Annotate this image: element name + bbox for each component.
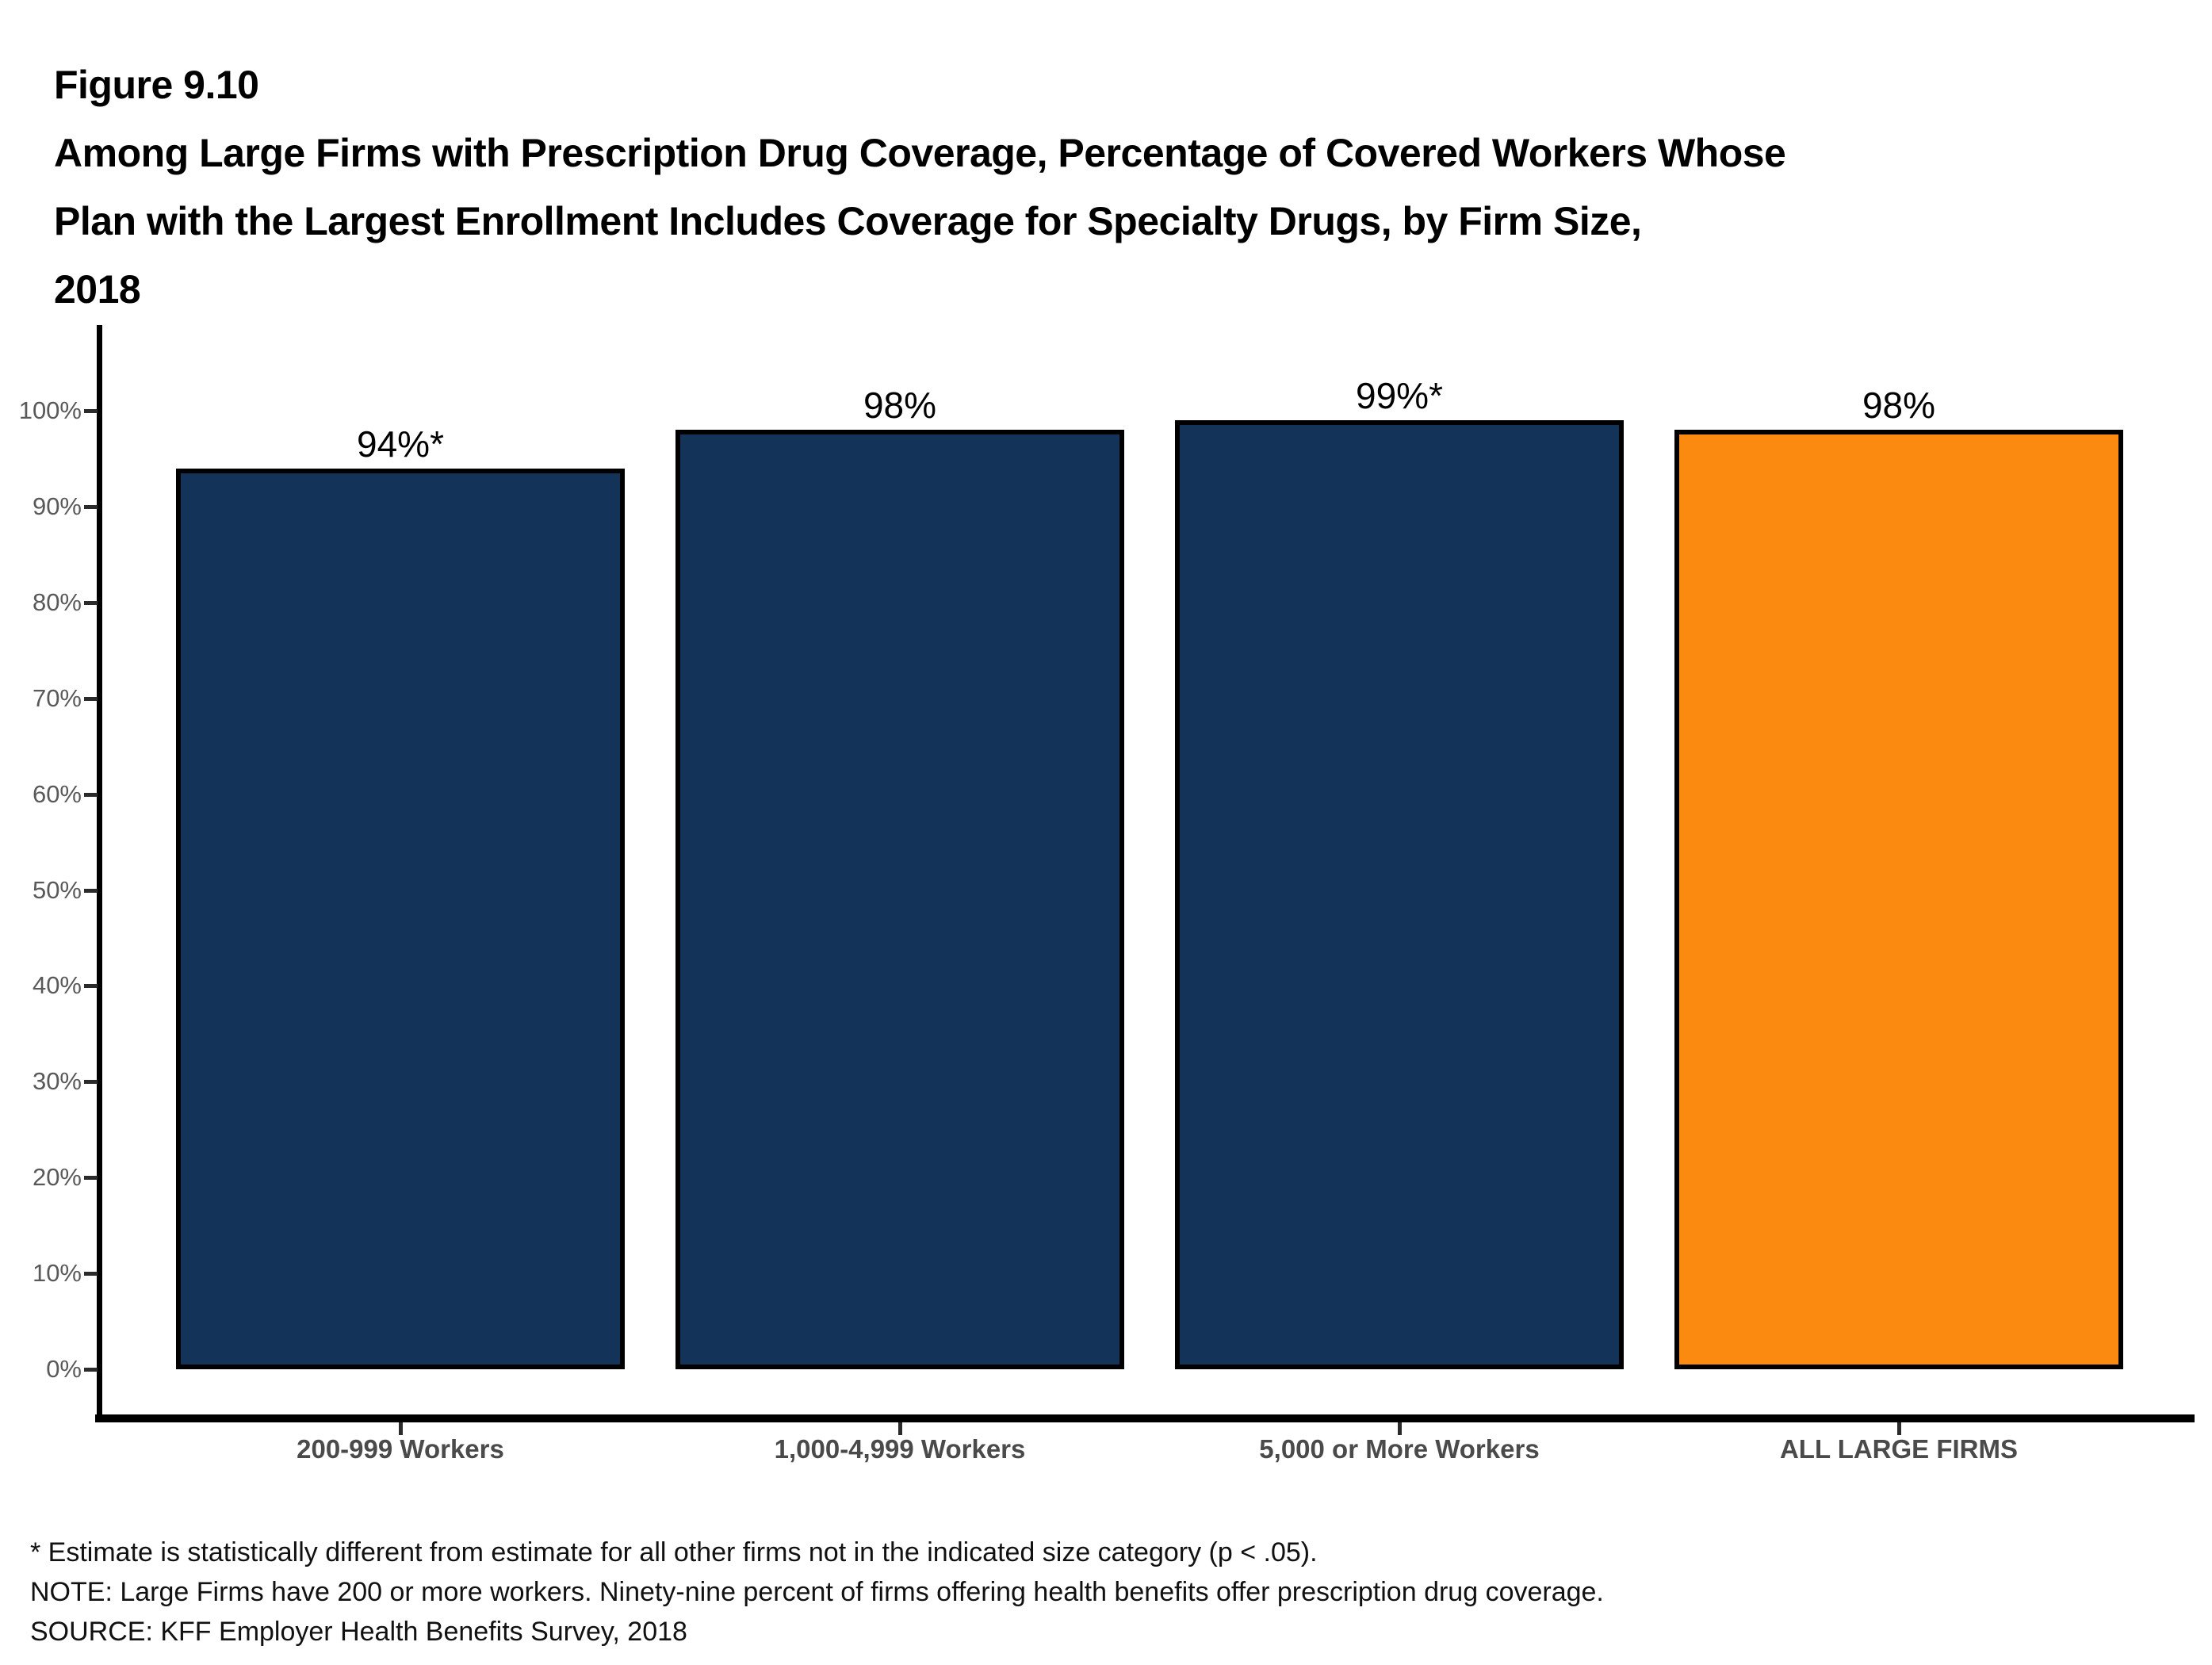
y-tick-label: 60%: [32, 780, 82, 808]
y-tick-label: 10%: [32, 1259, 82, 1287]
y-tick: [84, 793, 98, 797]
y-tick-label: 0%: [46, 1355, 82, 1383]
y-tick-label: 90%: [32, 492, 82, 520]
y-tick-label: 20%: [32, 1163, 82, 1191]
x-tick: [1398, 1422, 1402, 1435]
x-axis-category-label: 5,000 or More Workers: [1259, 1434, 1540, 1464]
y-tick: [84, 984, 98, 988]
y-tick: [84, 1368, 98, 1372]
figure-number: Figure 9.10: [54, 63, 259, 107]
x-axis-category-label: 200-999 Workers: [297, 1434, 504, 1464]
y-tick-label: 30%: [32, 1067, 82, 1095]
y-tick-label: 100%: [18, 396, 82, 424]
y-tick-label: 70%: [32, 684, 82, 712]
bar-value-label: 98%: [1862, 385, 1936, 426]
y-tick: [84, 697, 98, 701]
y-tick-label: 40%: [32, 971, 82, 999]
x-axis-category-label: ALL LARGE FIRMS: [1779, 1434, 2019, 1464]
y-tick: [84, 601, 98, 605]
y-tick: [84, 1272, 98, 1276]
y-tick: [84, 1080, 98, 1084]
footnotes-block: * Estimate is statistically different fr…: [30, 1533, 1604, 1652]
x-tick: [1897, 1422, 1901, 1435]
bar-value-label: 98%: [863, 385, 937, 426]
y-tick: [84, 1176, 98, 1180]
bar-value-label: 99%*: [1356, 375, 1443, 416]
y-tick: [84, 505, 98, 509]
x-axis-line: [95, 1414, 2195, 1422]
figure-title-line-3: 2018: [54, 267, 141, 312]
y-tick: [84, 409, 98, 413]
footnote-source: SOURCE: KFF Employer Health Benefits Sur…: [30, 1617, 687, 1647]
figure-title-line-1: Among Large Firms with Prescription Drug…: [54, 131, 1786, 175]
footnote-note: NOTE: Large Firms have 200 or more worke…: [30, 1577, 1604, 1607]
y-tick-label: 50%: [32, 876, 82, 904]
figure-title-line-2: Plan with the Largest Enrollment Include…: [54, 199, 1642, 243]
bar-2: [675, 430, 1124, 1369]
bar-value-label: 94%*: [357, 423, 444, 465]
bar-1: [176, 469, 625, 1369]
y-tick: [84, 889, 98, 893]
bar-3: [1175, 420, 1624, 1369]
figure-title-block: Figure 9.10 Among Large Firms with Presc…: [54, 51, 1786, 323]
y-tick-label: 80%: [32, 588, 82, 616]
x-tick: [399, 1422, 403, 1435]
footnote-significance: * Estimate is statistically different fr…: [30, 1537, 1318, 1567]
x-axis-category-label: 1,000-4,999 Workers: [774, 1434, 1026, 1464]
x-tick: [898, 1422, 902, 1435]
bar-4: [1674, 430, 2123, 1369]
y-axis-line: [97, 325, 102, 1422]
